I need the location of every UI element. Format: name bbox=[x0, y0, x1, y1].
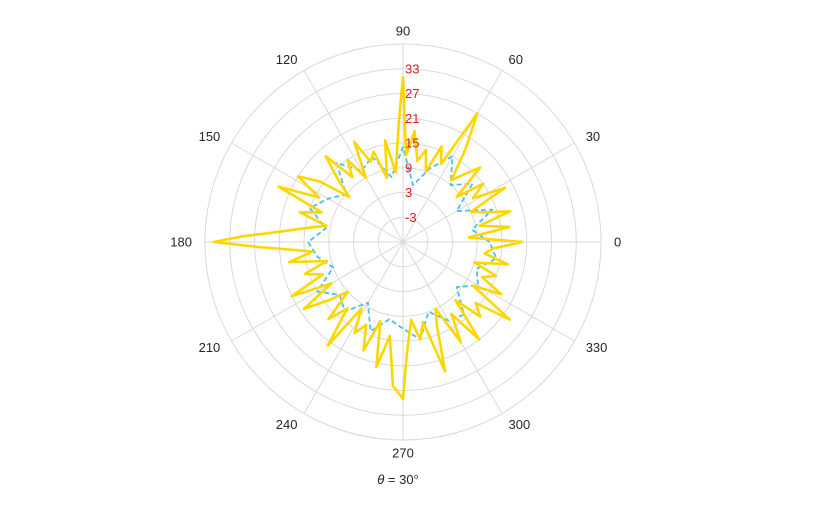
radial-tick-label: 15 bbox=[405, 136, 419, 151]
radial-tick-label: 33 bbox=[405, 61, 419, 76]
angle-tick-label: 90 bbox=[396, 24, 410, 39]
angle-tick-label: 30 bbox=[586, 129, 600, 144]
angular-grid-line bbox=[231, 142, 404, 243]
theta-symbol: θ bbox=[377, 472, 384, 487]
angle-tick-label: 270 bbox=[392, 446, 414, 461]
angle-tick-label: 180 bbox=[170, 235, 192, 250]
radial-tick-label: -3 bbox=[405, 210, 417, 225]
radial-tick-label: 27 bbox=[405, 86, 419, 101]
angular-grid-line bbox=[402, 70, 503, 243]
series-layer bbox=[212, 75, 523, 401]
angular-grid-line bbox=[303, 241, 404, 414]
angle-tick-label: 150 bbox=[199, 129, 221, 144]
angle-tick-label: 240 bbox=[276, 417, 298, 432]
angle-tick-label: 330 bbox=[586, 340, 608, 355]
series-line-dashed bbox=[307, 146, 498, 341]
series-line-solid bbox=[212, 75, 523, 401]
angular-grid-line bbox=[303, 70, 404, 243]
x-axis-label: θ = 30° bbox=[377, 472, 419, 487]
radial-tick-labels: -3 3 9 15 21 27 33 bbox=[405, 61, 419, 225]
x-axis-label-rest: = 30° bbox=[384, 472, 418, 487]
radial-tick-label: 3 bbox=[405, 185, 412, 200]
angle-tick-label: 60 bbox=[509, 52, 523, 67]
radial-tick-label: 9 bbox=[405, 160, 412, 175]
angle-tick-label: 120 bbox=[276, 52, 298, 67]
angle-tick-label: 210 bbox=[199, 340, 221, 355]
angular-grid-line bbox=[402, 241, 503, 414]
angle-tick-label: 300 bbox=[509, 417, 531, 432]
radial-tick-label: 21 bbox=[405, 111, 419, 126]
polar-grid bbox=[204, 43, 602, 441]
angle-tick-labels: 0 30 60 90 120 150 180 210 240 270 300 330 bbox=[170, 24, 621, 461]
angle-tick-label: 0 bbox=[614, 235, 621, 250]
